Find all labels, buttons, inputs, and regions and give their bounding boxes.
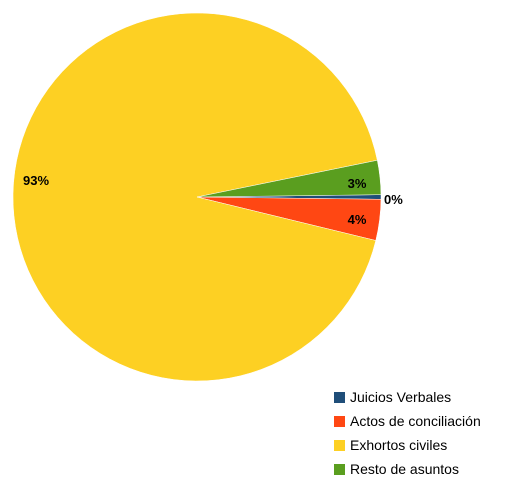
legend-label: Resto de asuntos xyxy=(350,461,459,477)
legend-item-actos-de-conciliacion: Actos de conciliación xyxy=(334,410,481,432)
data-label-juicios-verbales: 0% xyxy=(384,192,403,207)
pie-slice-exhortos-civiles xyxy=(12,12,378,382)
data-label-exhortos-civiles: 93% xyxy=(23,173,49,188)
legend-swatch xyxy=(334,463,345,475)
legend: Juicios Verbales Actos de conciliación E… xyxy=(334,386,481,482)
legend-item-exhortos-civiles: Exhortos civiles xyxy=(334,434,481,456)
legend-swatch xyxy=(334,391,345,403)
legend-label: Juicios Verbales xyxy=(350,389,452,405)
pie-slices xyxy=(12,12,382,382)
legend-swatch xyxy=(334,415,345,427)
legend-item-resto-de-asuntos: Resto de asuntos xyxy=(334,458,481,480)
legend-swatch xyxy=(334,439,345,451)
legend-item-juicios-verbales: Juicios Verbales xyxy=(334,386,481,408)
legend-label: Actos de conciliación xyxy=(350,413,481,429)
data-label-resto-de-asuntos: 3% xyxy=(348,176,367,191)
pie-data-labels: 0% 4% 93% 3% xyxy=(23,173,403,227)
legend-label: Exhortos civiles xyxy=(350,437,448,453)
data-label-actos-de-conciliacion: 4% xyxy=(348,212,367,227)
pie-slice-resto-de-asuntos xyxy=(196,159,382,198)
